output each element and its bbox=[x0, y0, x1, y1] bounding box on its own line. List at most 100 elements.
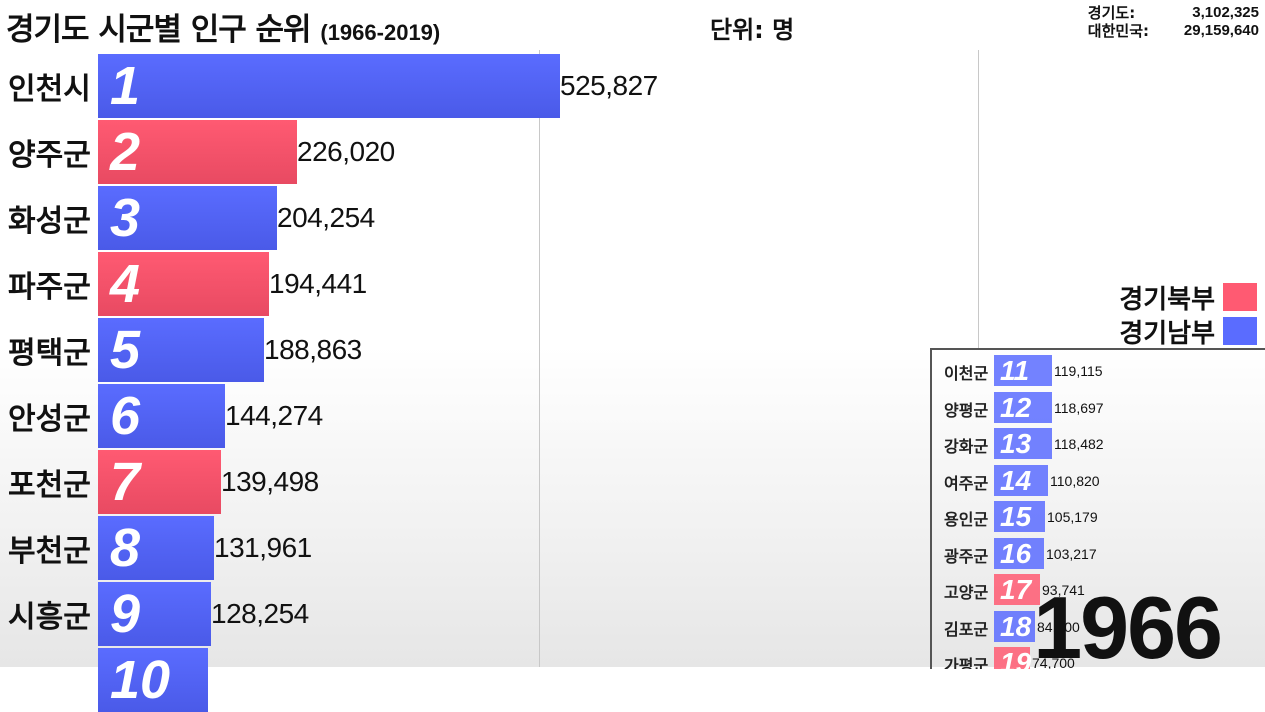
inset-bar-category-label: 용인군 bbox=[944, 510, 989, 529]
year-range: (1966-2019) bbox=[320, 20, 441, 45]
legend-item-south: 경기남부 bbox=[1119, 314, 1257, 349]
total-gyeonggi-label: 경기도: bbox=[1087, 4, 1136, 22]
bar bbox=[98, 318, 264, 382]
bar-value-label: 144,274 bbox=[225, 400, 323, 431]
legend-item-north: 경기북부 bbox=[1119, 280, 1257, 315]
unit-label: 단위: 명 bbox=[710, 16, 795, 44]
inset-bar-rank-label: 17 bbox=[1000, 574, 1032, 605]
inset-bar-value-label: 119,115 bbox=[1054, 363, 1103, 379]
inset-bar-category-label: 이천군 bbox=[944, 364, 989, 383]
bar-row: 포천군 7 139,498 bbox=[0, 450, 930, 514]
inset-bar-category-label: 여주군 bbox=[944, 473, 989, 493]
inset-bar-rank-label: 11 bbox=[1000, 355, 1030, 386]
total-gyeonggi: 경기도: 3,102,325 bbox=[1088, 4, 1259, 22]
inset-bar bbox=[994, 391, 1052, 423]
legend-swatch-north bbox=[1223, 283, 1257, 311]
inset-bar-category-label: 양평군 bbox=[944, 400, 989, 420]
bar bbox=[98, 54, 560, 118]
inset-bar bbox=[994, 537, 1044, 569]
bar-row: 안성군 6 144,274 bbox=[0, 384, 930, 448]
bar-row: 10 bbox=[0, 648, 930, 712]
bar-row: 양주군 2 226,020 bbox=[0, 120, 930, 184]
bar-category-label: 화성군 bbox=[8, 204, 91, 239]
inset-bar bbox=[994, 428, 1052, 459]
bar bbox=[98, 384, 225, 448]
inset-bar-row: 광주군 16 103,217 bbox=[932, 537, 1265, 569]
inset-bar-row: 이천군 11 119,115 bbox=[932, 355, 1265, 386]
bar bbox=[98, 120, 297, 184]
inset-bar-row: 강화군 13 118,482 bbox=[932, 428, 1265, 459]
inset-bar bbox=[994, 574, 1040, 605]
inset-bar bbox=[994, 610, 1035, 642]
inset-bar bbox=[994, 501, 1045, 532]
inset-bar-row: 여주군 14 110,820 bbox=[932, 464, 1265, 496]
inset-bar-value-label: 110,820 bbox=[1050, 472, 1100, 489]
bar bbox=[98, 516, 214, 580]
bar-rank-label: 1 bbox=[110, 56, 141, 116]
inset-bar-rank-label: 12 bbox=[1000, 391, 1032, 423]
inset-bar-chart: 이천군 11 119,115 양평군 12 118,697 강화군 13 118,482 여주군 1… bbox=[930, 348, 1265, 669]
inset-bar-rank-label: 15 bbox=[1000, 501, 1032, 532]
bar bbox=[98, 450, 221, 514]
inset-bar bbox=[994, 464, 1048, 496]
inset-bar-value-label: 74,700 bbox=[1032, 655, 1075, 669]
bar-rank-label: 7 bbox=[110, 452, 141, 512]
inset-bar-value-label: 118,697 bbox=[1054, 399, 1104, 416]
bar-category-label: 파주군 bbox=[8, 270, 91, 305]
inset-bar bbox=[994, 647, 1030, 669]
bar-rank-label: 9 bbox=[110, 584, 141, 644]
total-korea: 대한민국: 29,159,640 bbox=[1088, 22, 1259, 40]
bar-category-label: 시흥군 bbox=[8, 600, 91, 635]
inset-bar-category-label: 가평군 bbox=[944, 656, 989, 669]
gridline bbox=[978, 50, 979, 350]
inset-bar-rank-label: 14 bbox=[1000, 464, 1032, 496]
bar-category-label: 부천군 bbox=[8, 534, 91, 569]
total-korea-value: 29,159,640 bbox=[1183, 22, 1259, 39]
inset-bar-rank-label: 18 bbox=[1000, 610, 1032, 642]
bar-value-label: 188,863 bbox=[264, 334, 362, 365]
legend-swatch-south bbox=[1223, 317, 1257, 345]
inset-bar-value-label: 103,217 bbox=[1046, 545, 1097, 562]
total-korea-label: 대한민국: bbox=[1087, 22, 1149, 40]
inset-bar-value-label: 118,482 bbox=[1054, 436, 1104, 452]
bar-value-label: 131,961 bbox=[214, 532, 312, 563]
totals-panel: 경기도: 3,102,325 대한민국: 29,159,640 bbox=[1088, 4, 1259, 40]
inset-bar-value-label: 93,741 bbox=[1042, 582, 1085, 598]
inset-bar-row: 양평군 12 118,697 bbox=[932, 391, 1265, 423]
inset-bar-row: 용인군 15 105,179 bbox=[932, 501, 1265, 532]
bar-rank-label: 10 bbox=[110, 650, 171, 710]
bar-category-label: 인천시 bbox=[8, 72, 91, 107]
year-label: 1966 bbox=[1033, 578, 1223, 677]
bar-value-label: 194,441 bbox=[269, 268, 367, 299]
legend-label-south: 경기남부 bbox=[1119, 318, 1215, 349]
bar-rank-label: 2 bbox=[110, 122, 141, 182]
legend: 경기북부 경기남부 bbox=[1119, 280, 1257, 349]
bar-row: 평택군 5 188,863 bbox=[0, 318, 930, 382]
inset-bar-rank-label: 19 bbox=[1000, 647, 1032, 669]
bar-row: 인천시 1 525,827 bbox=[0, 54, 930, 118]
inset-bar-category-label: 김포군 bbox=[944, 619, 989, 639]
bar-category-label: 평택군 bbox=[8, 336, 91, 371]
total-gyeonggi-value: 3,102,325 bbox=[1192, 4, 1259, 21]
inset-bar-category-label: 강화군 bbox=[944, 437, 989, 456]
bar-value-label: 226,020 bbox=[297, 136, 395, 167]
inset-bar-row: 가평군 19 74,700 bbox=[932, 647, 1265, 669]
bar bbox=[98, 582, 211, 646]
bar-rank-label: 5 bbox=[110, 320, 141, 380]
inset-bar-rank-label: 16 bbox=[1000, 537, 1032, 569]
inset-bar-rank-label: 13 bbox=[1000, 428, 1032, 459]
bar-row: 파주군 4 194,441 bbox=[0, 252, 930, 316]
inset-bar bbox=[994, 355, 1052, 386]
bar-value-label: 128,254 bbox=[211, 598, 309, 629]
bar-row: 부천군 8 131,961 bbox=[0, 516, 930, 580]
bar-category-label: 양주군 bbox=[8, 138, 91, 173]
bar bbox=[98, 252, 269, 316]
chart-title: 경기도 시군별 인구 순위 (1966-2019) bbox=[6, 4, 440, 49]
inset-bar-value-label: 105,179 bbox=[1047, 509, 1098, 525]
inset-bar-category-label: 고양군 bbox=[944, 583, 989, 602]
bar-row: 시흥군 9 128,254 bbox=[0, 582, 930, 646]
inset-bar-row: 고양군 17 93,741 bbox=[932, 574, 1265, 605]
bar-value-label: 139,498 bbox=[221, 466, 319, 497]
chart-title-text: 경기도 시군별 인구 순위 bbox=[6, 12, 312, 48]
inset-bar-category-label: 광주군 bbox=[944, 546, 989, 566]
